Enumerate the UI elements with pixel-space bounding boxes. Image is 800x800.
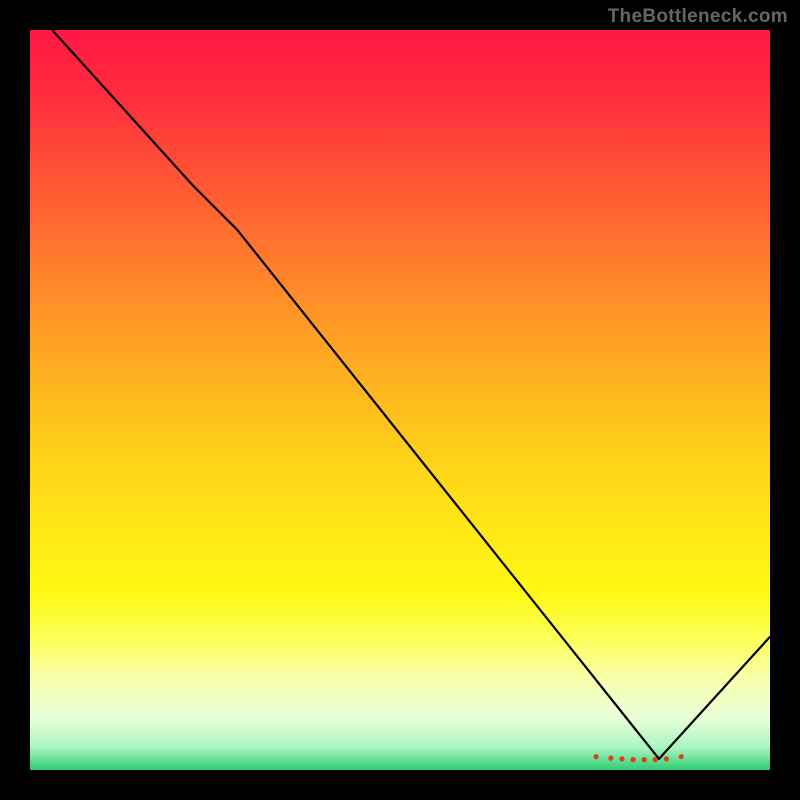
watermark-text: TheBottleneck.com [608, 6, 788, 28]
data-marker [594, 754, 599, 759]
data-marker [679, 754, 684, 759]
data-marker [653, 757, 658, 762]
chart-svg [30, 30, 770, 770]
chart-background [30, 30, 770, 770]
data-marker [631, 757, 636, 762]
data-marker [642, 757, 647, 762]
data-marker [619, 756, 624, 761]
data-marker [664, 756, 669, 761]
data-marker [608, 756, 613, 761]
chart-container [30, 30, 770, 770]
